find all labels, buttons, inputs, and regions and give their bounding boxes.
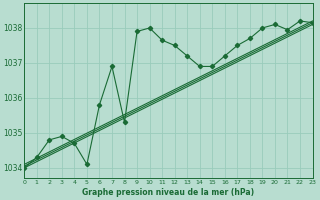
X-axis label: Graphe pression niveau de la mer (hPa): Graphe pression niveau de la mer (hPa) bbox=[82, 188, 254, 197]
